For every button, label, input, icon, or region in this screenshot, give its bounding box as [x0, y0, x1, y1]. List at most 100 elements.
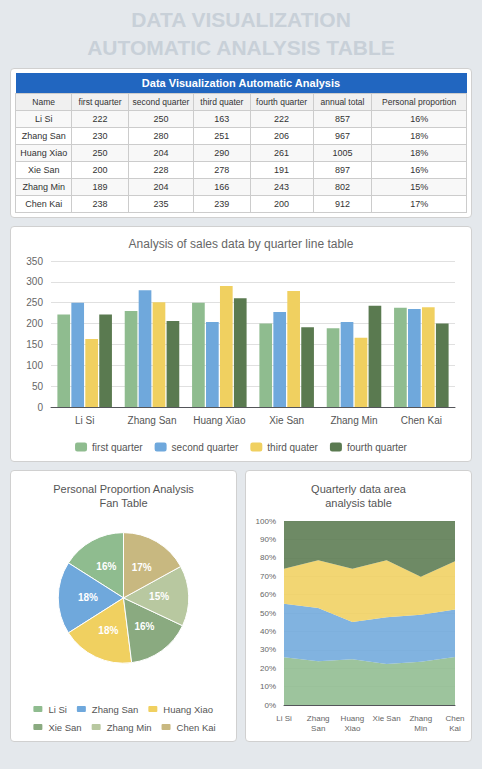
html-text:16%: 16% — [410, 165, 429, 175]
svg-text:17%: 17% — [132, 562, 152, 573]
svg-text:Li Si: Li Si — [48, 704, 66, 715]
html-text:Personal proportion: Personal proportion — [382, 97, 457, 107]
svg-text:40%: 40% — [260, 627, 276, 636]
svg-text:Huang Xiao: Huang Xiao — [193, 415, 246, 426]
html-text:250: 250 — [92, 148, 108, 158]
svg-text:18%: 18% — [98, 625, 118, 636]
html-text:250: 250 — [153, 114, 169, 124]
svg-text:Li Si: Li Si — [276, 714, 292, 723]
html-text:Zhang Min: Zhang Min — [22, 182, 65, 192]
html-text:261: 261 — [274, 148, 290, 158]
html-text:222: 222 — [92, 114, 108, 124]
html-text:18%: 18% — [410, 148, 429, 158]
html-text:second quarter: second quarter — [132, 97, 190, 107]
html-text:fourth quarter: fourth quarter — [256, 97, 308, 107]
svg-text:150: 150 — [26, 339, 43, 350]
svg-text:0: 0 — [37, 402, 43, 413]
svg-text:Xiao: Xiao — [344, 724, 361, 733]
svg-text:Zhang Min: Zhang Min — [107, 722, 152, 733]
svg-text:Min: Min — [414, 724, 427, 733]
svg-text:60%: 60% — [260, 590, 276, 599]
svg-text:fourth quarter: fourth quarter — [347, 442, 408, 453]
svg-text:Zhang San: Zhang San — [128, 415, 177, 426]
svg-text:Kai: Kai — [449, 724, 461, 733]
html-text:first quarter: first quarter — [78, 97, 122, 107]
svg-text:Xie San: Xie San — [269, 415, 304, 426]
svg-text:100%: 100% — [256, 517, 276, 526]
svg-text:third quater: third quater — [267, 442, 318, 453]
svg-text:Xie San: Xie San — [48, 722, 81, 733]
html-text:206: 206 — [274, 131, 290, 141]
svg-text:Huang Xiao: Huang Xiao — [163, 704, 213, 715]
svg-text:Zhang Min: Zhang Min — [330, 415, 377, 426]
html-text:897: 897 — [334, 165, 350, 175]
html-text:243: 243 — [274, 182, 290, 192]
svg-text:Xie San: Xie San — [373, 714, 401, 723]
html-text:annual total: annual total — [320, 97, 365, 107]
html-text:DATA VISUALIZATION AUTOMATIC A: DATA VISUALIZATION AUTOMATIC ANALYSIS TA… — [87, 8, 395, 59]
svg-text:80%: 80% — [260, 553, 276, 562]
svg-text:90%: 90% — [260, 535, 276, 544]
svg-text:Zhang: Zhang — [409, 714, 432, 723]
svg-text:first quarter: first quarter — [92, 442, 143, 453]
svg-text:10%: 10% — [260, 682, 276, 691]
svg-text:15%: 15% — [149, 591, 169, 602]
svg-text:Huang: Huang — [341, 714, 365, 723]
html-text:802: 802 — [334, 182, 350, 192]
html-text:Xie San: Xie San — [27, 165, 60, 175]
html-text:251: 251 — [214, 131, 230, 141]
html-text:16%: 16% — [410, 114, 429, 124]
svg-text:Quarterly data area: Quarterly data area — [311, 483, 407, 495]
svg-text:analysis table: analysis table — [325, 497, 392, 509]
html-text:278: 278 — [214, 165, 230, 175]
svg-text:50%: 50% — [260, 609, 276, 618]
svg-text:200: 200 — [26, 318, 43, 329]
svg-text:San: San — [311, 724, 325, 733]
html-text:third quater: third quater — [200, 97, 244, 107]
html-text:200: 200 — [92, 165, 108, 175]
html-text:1005: 1005 — [332, 148, 353, 158]
svg-text:250: 250 — [26, 297, 43, 308]
svg-text:50: 50 — [32, 381, 44, 392]
svg-text:350: 350 — [26, 256, 43, 267]
html-text:Name: Name — [32, 97, 55, 107]
html-text:189: 189 — [92, 182, 108, 192]
svg-text:second quarter: second quarter — [172, 442, 239, 453]
html-text:166: 166 — [214, 182, 230, 192]
svg-text:300: 300 — [26, 276, 43, 287]
svg-text:Fan Table: Fan Table — [99, 497, 147, 509]
html-text:191: 191 — [274, 165, 290, 175]
svg-text:100: 100 — [26, 360, 43, 371]
html-text:230: 230 — [92, 131, 108, 141]
svg-text:Analysis of sales data by quar: Analysis of sales data by quarter line t… — [129, 237, 354, 251]
html-text:Zhang San: Zhang San — [21, 131, 66, 141]
svg-text:70%: 70% — [260, 572, 276, 581]
svg-text:Chen Kai: Chen Kai — [177, 722, 216, 733]
html-text:Data Visualization Automatic A: Data Visualization Automatic Analysis — [141, 77, 341, 89]
svg-text:Chen Kai: Chen Kai — [401, 415, 442, 426]
svg-text:Personal Proportion Analysis: Personal Proportion Analysis — [53, 483, 194, 495]
html-text:163: 163 — [214, 114, 230, 124]
html-text:290: 290 — [214, 148, 230, 158]
svg-text:16%: 16% — [96, 561, 116, 572]
html-text:Li Si: Li Si — [34, 114, 53, 124]
svg-text:Li Si: Li Si — [75, 415, 94, 426]
svg-text:20%: 20% — [260, 664, 276, 673]
html-text:967: 967 — [334, 131, 350, 141]
html-text:204: 204 — [153, 148, 169, 158]
svg-text:Zhang: Zhang — [307, 714, 330, 723]
html-text:857: 857 — [334, 114, 350, 124]
html-text:15%: 15% — [410, 182, 429, 192]
html-text:222: 222 — [274, 114, 290, 124]
svg-text:Zhang San: Zhang San — [92, 704, 138, 715]
html-text:Huang Xiao: Huang Xiao — [20, 148, 68, 158]
svg-text:0%: 0% — [264, 701, 276, 710]
svg-text:Chen: Chen — [445, 714, 464, 723]
svg-text:18%: 18% — [78, 592, 98, 603]
html-text:204: 204 — [153, 182, 169, 192]
html-text:228: 228 — [153, 165, 169, 175]
svg-text:16%: 16% — [134, 621, 154, 632]
html-text:18%: 18% — [410, 131, 429, 141]
svg-text:30%: 30% — [260, 645, 276, 654]
html-text:280: 280 — [153, 131, 169, 141]
